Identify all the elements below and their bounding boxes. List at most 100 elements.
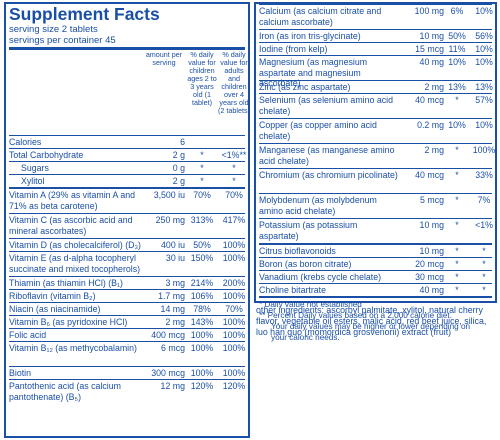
servings-per-container: servings per container 45 — [9, 35, 116, 46]
nutrient-amount: 14 mg — [160, 304, 185, 314]
nutrient-name: Vitamin A (29% as vitamin A and 71% as b… — [9, 190, 135, 211]
children-daily-value: 214% — [190, 278, 214, 288]
children-daily-value: * — [455, 220, 459, 230]
nutrient-amount: 6 mcg — [161, 343, 185, 353]
children-daily-value: 313% — [190, 215, 214, 225]
nutrient-name: Copper (as copper amino acid chelate) — [259, 120, 377, 141]
nutrient-amount: 15 mcg — [415, 44, 444, 54]
panel-title: Supplement Facts — [9, 4, 160, 24]
adult-daily-value: 10% — [475, 120, 493, 130]
adult-daily-value: 100% — [222, 253, 246, 263]
adult-daily-value: 100% — [222, 330, 246, 340]
adult-daily-value: 100% — [472, 145, 496, 155]
children-daily-value: 150% — [190, 253, 214, 263]
nutrient-name: Niacin (as niacinamide) — [9, 304, 101, 314]
nutrient-name: Vanadium (krebs cycle chelate) — [259, 272, 382, 282]
adult-daily-value: 70% — [225, 304, 243, 314]
footnote-2-line-2: Your daily values may be higher or lower… — [271, 322, 471, 331]
nutrient-row: Boron (as boron citrate) 20 mcg * * — [259, 257, 492, 270]
nutrient-row: Molybdenum (as molybdenum amino acid che… — [259, 193, 492, 218]
nutrient-name: Vitamin B₆ (as pyridoxine HCl) — [9, 317, 128, 327]
nutrient-amount: 12 mg — [160, 381, 185, 391]
children-daily-value: * — [455, 246, 459, 256]
nutrient-amount: 10 mg — [419, 220, 444, 230]
nutrient-amount: 0.2 mg — [417, 120, 444, 130]
nutrient-name: Thiamin (as thiamin HCl) (B₁) — [9, 278, 123, 288]
supplement-facts-panel-right: Calcium (as calcium citrate and calcium … — [254, 2, 497, 342]
adult-daily-value: * — [232, 163, 236, 173]
nutrient-amount: 100 mg — [414, 6, 444, 16]
nutrient-row: Magnesium (as magnesium aspartate and ma… — [259, 55, 493, 88]
nutrient-row: Selenium (as selenium amino acid chelate… — [259, 93, 493, 118]
nutrient-name: Folic acid — [9, 330, 47, 340]
nutrient-amount: 2 mg — [424, 82, 444, 92]
nutrient-amount: 2 g — [172, 150, 185, 160]
nutrient-name: Iron (as iron tris-glycinate) — [259, 31, 361, 41]
nutrient-amount: 10 mg — [419, 246, 444, 256]
adult-daily-value: 10% — [475, 6, 493, 16]
footnotes: * Daily value not established ** Percent… — [259, 296, 492, 343]
adult-daily-value: 10% — [475, 57, 493, 67]
adult-dv-header: % daily value for adults and children ov… — [218, 50, 250, 115]
children-daily-value: 13% — [448, 82, 466, 92]
nutrient-name: Iodine (from kelp) — [259, 44, 328, 54]
nutrient-name: Xylitol — [21, 176, 45, 186]
children-daily-value: * — [200, 150, 204, 160]
children-daily-value: * — [455, 170, 459, 180]
nutrient-amount: 40 mcg — [415, 170, 444, 180]
adult-daily-value: 120% — [222, 381, 246, 391]
nutrient-amount: 2 mg — [165, 317, 185, 327]
nutrient-row: Vitamin B₆ (as pyridoxine HCl) 2 mg 143% 10… — [9, 315, 245, 328]
nutrient-name: Pantothenic acid (as calcium pantothenat… — [9, 381, 121, 402]
children-daily-value: 78% — [193, 304, 211, 314]
nutrient-row: Chromium (as chromium picolinate) 40 mcg *… — [259, 168, 493, 193]
children-daily-value: * — [455, 272, 459, 282]
children-daily-value: 100% — [190, 330, 214, 340]
children-daily-value: 106% — [190, 291, 214, 301]
nutrient-name: Potassium (as potassium aspartate) — [259, 220, 358, 241]
adult-daily-value: 200% — [222, 278, 246, 288]
nutrient-amount: 3,500 iu — [153, 190, 185, 200]
nutrient-row: Citrus bioflavonoids 10 mg * * — [259, 243, 492, 257]
nutrient-row: Calcium (as calcium citrate and calcium … — [259, 4, 493, 29]
adult-daily-value: 100% — [222, 291, 246, 301]
nutrient-name: Manganese (as manganese amino acid chela… — [259, 145, 395, 166]
children-daily-value: 143% — [190, 317, 214, 327]
children-daily-value: 11% — [448, 44, 466, 54]
nutrient-amount: 30 iu — [165, 253, 185, 263]
nutrient-row: Copper (as copper amino acid chelate) 0.2… — [259, 118, 493, 143]
children-daily-value: 120% — [190, 381, 214, 391]
nutrient-name: Riboflavin (vitamin B₂) — [9, 291, 96, 301]
serving-size: serving size 2 tablets — [9, 24, 98, 35]
children-daily-value: * — [455, 195, 459, 205]
children-daily-value: 10% — [448, 57, 466, 67]
adult-daily-value: 100% — [222, 317, 246, 327]
adult-daily-value: <1%** — [221, 150, 247, 160]
children-daily-value: 100% — [190, 343, 214, 353]
footnote-2-line-3: your caloric needs. — [271, 333, 340, 342]
adult-daily-value: 56% — [475, 31, 493, 41]
children-daily-value: * — [455, 95, 459, 105]
nutrient-row: Zinc (as zinc aspartate) 2 mg 13% 13% — [259, 80, 493, 93]
nutrient-row: Pantothenic acid (as calcium pantothenat… — [9, 379, 245, 404]
adult-daily-value: 100% — [222, 343, 246, 353]
nutrient-name: Selenium (as selenium amino acid chelate… — [259, 95, 393, 116]
adult-daily-value: 100% — [222, 240, 246, 250]
nutrient-name: Vitamin B₁₂ (as methycobalamin) — [9, 343, 137, 353]
nutrient-amount: 5 mcg — [420, 195, 444, 205]
nutrient-row: Vitamin E (as d-alpha tocopheryl succina… — [9, 251, 245, 276]
nutrient-name: Zinc (as zinc aspartate) — [259, 82, 351, 92]
children-dv-header: % daily value for children ages 2 to 3 y… — [187, 50, 217, 107]
nutrient-row: Thiamin (as thiamin HCl) (B₁) 3 mg 214% 200… — [9, 276, 245, 289]
nutrient-row: Sugars 0 g * * — [9, 161, 245, 174]
nutrient-row: Potassium (as potassium aspartate) 10 mg *… — [259, 218, 493, 243]
nutrient-row: Folic acid 400 mcg 100% 100% — [9, 328, 245, 341]
nutrient-name: Biotin — [9, 368, 32, 378]
nutrient-amount: 10 mg — [419, 31, 444, 41]
nutrient-amount: 30 mcg — [415, 272, 444, 282]
children-daily-value: 50% — [193, 240, 211, 250]
nutrient-amount: 300 mcg — [151, 368, 185, 378]
children-daily-value: * — [200, 176, 204, 186]
nutrient-row: Iron (as iron tris-glycinate) 10 mg 50% 56% — [259, 29, 493, 42]
nutrient-name: Sugars — [21, 163, 49, 173]
